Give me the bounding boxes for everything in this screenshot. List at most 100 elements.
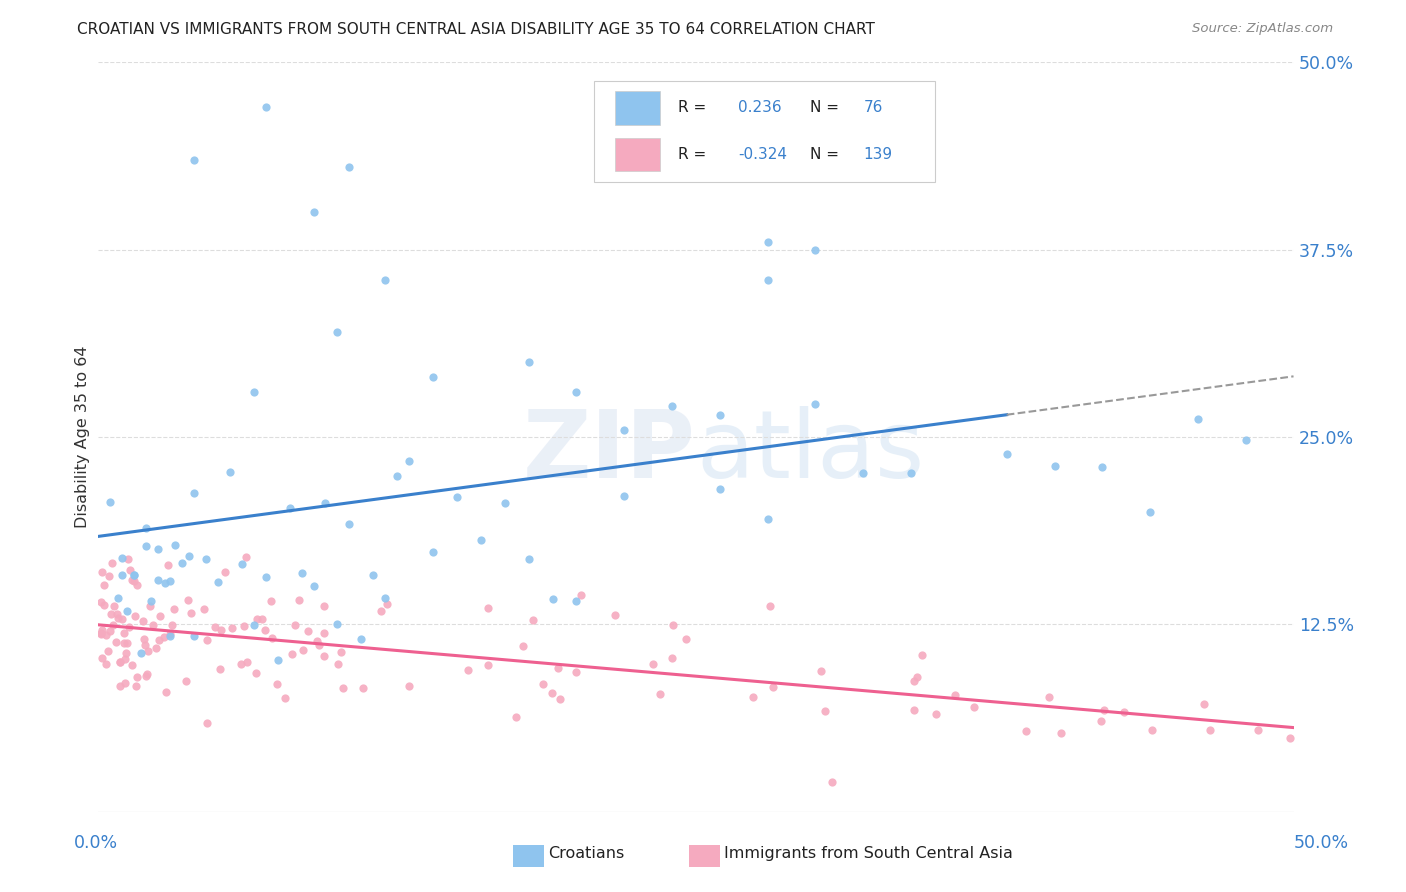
Point: [93, 578, 115, 592]
Point: [183, 629, 205, 643]
Point: [1139, 505, 1161, 519]
Point: [136, 644, 159, 658]
Point: [100, 607, 122, 622]
Point: [339, 161, 361, 175]
Point: [221, 621, 243, 635]
Point: [155, 684, 177, 698]
Point: [565, 593, 588, 607]
Point: [148, 542, 170, 557]
Point: [517, 355, 540, 369]
Point: [302, 205, 325, 219]
Point: [135, 521, 157, 535]
Point: [315, 496, 337, 510]
Point: [852, 466, 875, 480]
Point: [363, 567, 385, 582]
Point: [422, 370, 444, 384]
Point: [398, 454, 420, 468]
Point: [477, 657, 499, 672]
Text: CROATIAN VS IMMIGRANTS FROM SOUTH CENTRAL ASIA DISABILITY AGE 35 TO 64 CORRELATI: CROATIAN VS IMMIGRANTS FROM SOUTH CENTRA…: [77, 22, 875, 37]
Point: [446, 490, 468, 504]
Point: [522, 613, 544, 627]
Point: [105, 634, 128, 648]
Point: [142, 618, 165, 632]
Point: [903, 703, 925, 717]
Point: [179, 549, 201, 563]
Point: [125, 679, 148, 693]
Point: [267, 653, 290, 667]
Text: 76: 76: [863, 100, 883, 115]
Point: [709, 408, 731, 422]
Point: [254, 570, 277, 584]
Point: [204, 620, 226, 634]
Text: 139: 139: [863, 146, 893, 161]
Point: [385, 469, 409, 483]
Point: [100, 624, 122, 638]
Point: [756, 235, 779, 250]
Point: [266, 677, 288, 691]
Point: [1043, 458, 1066, 473]
Point: [250, 612, 273, 626]
Point: [422, 545, 444, 559]
Point: [121, 657, 143, 672]
Text: N =: N =: [810, 146, 838, 161]
Point: [207, 574, 229, 589]
Point: [114, 675, 136, 690]
Point: [742, 690, 765, 705]
Point: [101, 618, 124, 632]
Point: [236, 655, 259, 669]
Point: [90, 595, 112, 609]
Point: [804, 396, 827, 410]
Point: [1092, 703, 1115, 717]
Point: [900, 466, 922, 480]
Point: [91, 623, 114, 637]
Point: [1247, 723, 1270, 738]
Point: [114, 652, 136, 666]
Point: [963, 700, 986, 714]
Point: [159, 629, 181, 643]
Point: [117, 636, 139, 650]
Point: [125, 578, 148, 592]
Point: [209, 623, 232, 637]
Point: [134, 632, 156, 646]
Point: [131, 646, 153, 660]
Point: [177, 592, 200, 607]
Point: [90, 625, 112, 640]
Point: [193, 602, 215, 616]
Point: [297, 624, 319, 638]
Point: [1187, 412, 1209, 426]
Point: [125, 670, 148, 684]
Point: [111, 568, 134, 582]
Point: [110, 656, 132, 670]
Point: [675, 632, 697, 646]
Point: [312, 599, 335, 613]
Point: [339, 516, 361, 531]
Point: [159, 626, 181, 640]
Point: [821, 775, 844, 789]
Text: 50.0%: 50.0%: [1294, 834, 1350, 852]
Point: [1192, 698, 1215, 712]
Point: [291, 566, 314, 580]
Point: [180, 606, 202, 620]
Text: N =: N =: [810, 100, 838, 115]
Point: [97, 644, 120, 658]
Point: [107, 611, 129, 625]
Point: [377, 597, 399, 611]
Point: [233, 619, 256, 633]
Point: [565, 665, 588, 680]
Point: [1140, 723, 1163, 737]
Point: [235, 549, 257, 564]
Point: [332, 681, 354, 696]
Point: [153, 630, 176, 644]
Point: [541, 686, 564, 700]
FancyBboxPatch shape: [595, 81, 935, 182]
Point: [231, 657, 253, 672]
Point: [569, 588, 592, 602]
Point: [112, 626, 135, 640]
Text: Croatians: Croatians: [548, 847, 624, 861]
Point: [108, 679, 131, 693]
Point: [613, 489, 636, 503]
Point: [457, 663, 479, 677]
Point: [124, 609, 146, 624]
Point: [110, 655, 132, 669]
Point: [814, 704, 837, 718]
